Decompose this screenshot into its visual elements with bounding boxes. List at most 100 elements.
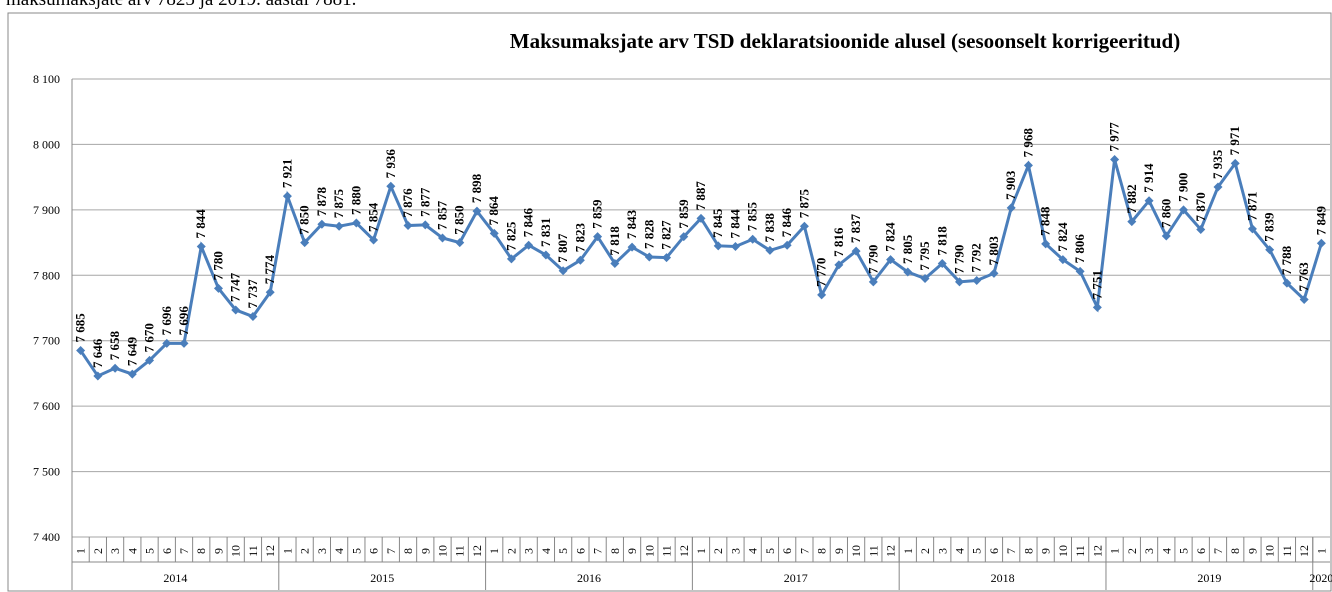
x-tick-label: 3 — [1142, 548, 1156, 554]
x-tick-label: 8 — [608, 548, 622, 554]
x-tick-label: 12 — [1297, 545, 1311, 557]
x-tick-label: 10 — [229, 545, 243, 557]
data-label: 7 846 — [521, 207, 536, 237]
data-label: 7 790 — [865, 245, 880, 274]
data-label: 7 844 — [727, 209, 742, 239]
data-point — [730, 241, 740, 251]
data-point — [1092, 302, 1102, 312]
x-tick-label: 10 — [436, 545, 450, 557]
data-label: 7 795 — [917, 241, 932, 271]
data-label: 7 859 — [676, 199, 691, 229]
data-point — [386, 181, 396, 191]
data-point — [817, 290, 827, 300]
y-tick-label: 8 100 — [33, 72, 60, 86]
data-label: 7 877 — [417, 187, 432, 217]
data-point — [472, 206, 482, 216]
data-point — [541, 250, 551, 260]
data-label: 7 838 — [762, 213, 777, 243]
data-label: 7 823 — [572, 222, 587, 252]
data-point — [782, 240, 792, 250]
data-label: 7 646 — [90, 338, 105, 368]
data-point — [162, 338, 172, 348]
data-point — [282, 191, 292, 201]
data-point — [420, 220, 430, 230]
data-point — [851, 246, 861, 256]
data-point — [1230, 158, 1240, 168]
x-tick-label: 11 — [1073, 545, 1087, 557]
x-tick-label: 5 — [763, 548, 777, 554]
data-label: 7 855 — [745, 202, 760, 232]
data-label: 7 875 — [796, 188, 811, 218]
x-tick-label: 9 — [211, 548, 225, 554]
data-label: 7 737 — [245, 279, 260, 309]
data-point — [1023, 160, 1033, 170]
data-point — [248, 312, 258, 322]
data-label: 7 807 — [555, 233, 570, 263]
x-tick-label: 3 — [108, 548, 122, 554]
data-label: 7 854 — [366, 202, 381, 232]
data-point — [93, 371, 103, 381]
x-tick-label: 1 — [280, 548, 294, 554]
data-label: 7 977 — [1107, 122, 1122, 152]
x-tick-label: 2 — [711, 548, 725, 554]
data-point — [213, 283, 223, 293]
x-tick-label: 9 — [625, 548, 639, 554]
data-point — [748, 234, 758, 244]
data-label: 7 968 — [1020, 128, 1035, 158]
x-tick-label: 8 — [194, 548, 208, 554]
data-label: 7 788 — [1279, 245, 1294, 275]
y-tick-label: 7 500 — [33, 465, 60, 479]
data-label: 7 903 — [1003, 170, 1018, 200]
x-tick-label: 10 — [1056, 545, 1070, 557]
x-tick-label: 1 — [694, 548, 708, 554]
x-tick-label: 2 — [1125, 548, 1139, 554]
data-label: 7 790 — [951, 245, 966, 274]
x-tick-label: 7 — [1211, 548, 1225, 554]
year-label: 2020 — [1309, 571, 1332, 585]
data-point — [438, 233, 448, 243]
data-label: 7 824 — [883, 222, 898, 252]
data-label: 7 816 — [831, 227, 846, 257]
data-point — [644, 252, 654, 262]
data-point — [351, 218, 361, 228]
data-point — [1144, 196, 1154, 206]
data-label: 7 900 — [1176, 173, 1191, 202]
x-tick-label: 1 — [1314, 548, 1328, 554]
data-point — [920, 274, 930, 284]
data-point — [765, 245, 775, 255]
data-point — [1006, 203, 1016, 213]
x-tick-label: 4 — [1159, 548, 1173, 554]
x-tick-label: 5 — [970, 548, 984, 554]
data-label: 7 751 — [1089, 270, 1104, 299]
x-tick-label: 6 — [987, 548, 1001, 554]
data-label: 7 658 — [107, 330, 122, 360]
data-point — [265, 287, 275, 297]
x-tick-label: 5 — [556, 548, 570, 554]
x-tick-label: 1 — [74, 548, 88, 554]
data-label: 7 670 — [142, 323, 157, 352]
data-point — [1127, 217, 1137, 227]
data-label: 7 864 — [486, 196, 501, 226]
data-label: 7 914 — [1141, 163, 1156, 193]
x-tick-label: 9 — [1039, 548, 1053, 554]
chart-frame — [7, 12, 1332, 592]
data-point — [834, 260, 844, 270]
data-label: 7 780 — [210, 251, 225, 280]
data-point — [610, 259, 620, 269]
y-tick-label: 7 400 — [33, 530, 60, 544]
data-label: 7 844 — [193, 209, 208, 239]
data-label: 7 818 — [934, 226, 949, 256]
data-point — [954, 277, 964, 287]
x-tick-label: 11 — [246, 545, 260, 557]
x-tick-label: 4 — [746, 548, 760, 554]
x-tick-label: 12 — [1090, 545, 1104, 557]
x-tick-label: 10 — [642, 545, 656, 557]
data-label: 7 860 — [1158, 199, 1173, 228]
x-tick-label: 2 — [918, 548, 932, 554]
data-label: 7 850 — [452, 205, 467, 234]
data-point — [1282, 278, 1292, 288]
data-point — [558, 266, 568, 276]
x-tick-label: 3 — [315, 548, 329, 554]
x-tick-label: 10 — [1263, 545, 1277, 557]
